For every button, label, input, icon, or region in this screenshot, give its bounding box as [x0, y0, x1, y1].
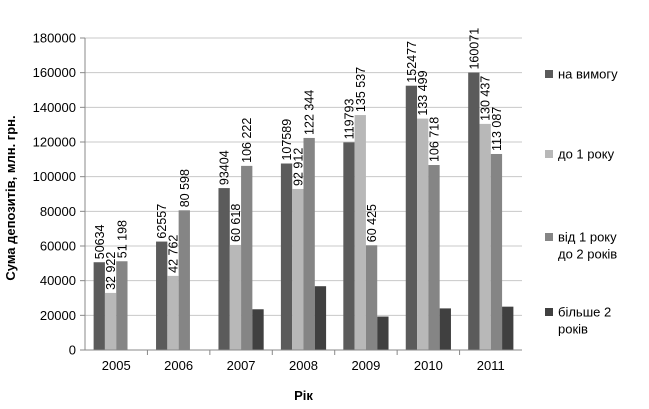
y-axis-title: Сума депозитів, млн. грн. — [3, 115, 18, 280]
bar — [303, 137, 315, 350]
bar — [468, 72, 480, 350]
bars — [93, 72, 514, 350]
bar — [156, 241, 168, 350]
bar — [314, 286, 327, 350]
data-label: 62557 — [155, 204, 169, 239]
bar — [104, 292, 117, 350]
data-label: 160071 — [467, 28, 481, 70]
data-label: 106 718 — [428, 117, 442, 162]
data-label: 119793 — [342, 99, 356, 140]
legend: на вимогу до 1 року від 1 року до 2 років бі… — [545, 67, 618, 337]
y-tick-label: 20000 — [40, 308, 76, 323]
data-label: 60 618 — [229, 204, 243, 242]
legend-swatch — [545, 308, 553, 316]
legend-swatch — [545, 150, 553, 158]
bar — [167, 275, 179, 350]
data-label: 113 087 — [490, 107, 504, 151]
data-label: 42 762 — [166, 235, 180, 273]
data-label: 135 537 — [354, 67, 368, 112]
y-tick-label: 80000 — [40, 204, 76, 219]
x-tick-label: 2007 — [227, 358, 256, 373]
legend-swatch — [545, 70, 553, 78]
data-label: 130 437 — [479, 76, 493, 121]
bar — [218, 188, 230, 350]
axes — [80, 37, 522, 355]
bar — [490, 153, 503, 350]
bar — [229, 244, 242, 350]
data-label: 93404 — [218, 150, 232, 185]
bar — [417, 118, 429, 350]
bar — [178, 210, 190, 350]
data-label: 107589 — [280, 119, 294, 161]
x-tick-label: 2008 — [289, 358, 318, 373]
data-label: 122 344 — [303, 90, 317, 135]
x-tick-label: 2010 — [414, 358, 443, 373]
legend-label: на вимогу — [558, 67, 618, 82]
data-label: 51 198 — [115, 220, 129, 258]
legend-swatch — [545, 233, 553, 241]
bar — [280, 163, 293, 350]
bar — [479, 123, 491, 350]
legend-label: більше 2 років — [558, 305, 611, 337]
bar — [93, 262, 105, 350]
y-tick-label: 0 — [69, 343, 76, 358]
bar — [405, 85, 418, 350]
x-tick-label: 2011 — [477, 358, 505, 373]
data-label: 106 222 — [240, 118, 254, 163]
x-tick-label: 2005 — [102, 358, 131, 373]
y-tick-label: 180000 — [33, 31, 76, 46]
bar — [365, 245, 378, 350]
y-tick-label: 60000 — [40, 239, 76, 254]
data-label: 32 922 — [104, 252, 118, 290]
data-label: 152477 — [405, 41, 419, 83]
data-label: 133 499 — [416, 70, 430, 115]
tick-labels: 0 20000 40000 60000 80000 100000 120000 140000 1… — [33, 31, 505, 374]
y-tick-label: 120000 — [33, 135, 76, 150]
bar — [343, 142, 355, 350]
bar — [252, 309, 264, 350]
y-tick-label: 100000 — [33, 169, 76, 184]
bar — [116, 261, 128, 350]
x-tick-label: 2006 — [164, 358, 193, 373]
data-label: 80 598 — [178, 169, 192, 207]
legend-label: до 1 року — [558, 147, 615, 162]
bar — [292, 188, 304, 350]
data-label: 50634 — [93, 224, 107, 259]
bar — [241, 165, 253, 350]
bar — [354, 115, 366, 350]
y-tick-label: 160000 — [33, 65, 76, 80]
bar — [439, 308, 451, 350]
x-axis-title: Рік — [294, 388, 313, 403]
x-tick-label: 2009 — [351, 358, 380, 373]
bar — [502, 306, 514, 350]
data-label: 60 425 — [365, 204, 379, 242]
y-tick-label: 40000 — [40, 273, 76, 288]
bar — [428, 165, 440, 350]
y-tick-label: 140000 — [33, 100, 76, 115]
data-label: 92 912 — [291, 148, 305, 186]
legend-label: від 1 року до 2 років — [558, 230, 617, 262]
bar — [377, 316, 389, 350]
